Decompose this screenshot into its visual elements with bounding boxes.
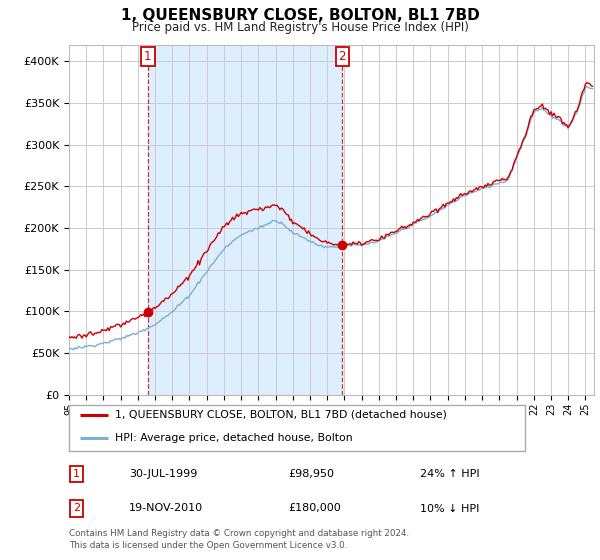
FancyBboxPatch shape [69,405,525,451]
Text: 19-NOV-2010: 19-NOV-2010 [129,503,203,514]
Bar [148,45,343,395]
Text: Contains HM Land Registry data © Crown copyright and database right 2024.
This d: Contains HM Land Registry data © Crown c… [69,529,409,550]
Text: 24% ↑ HPI: 24% ↑ HPI [420,469,479,479]
Text: 1: 1 [144,50,152,63]
Text: 1, QUEENSBURY CLOSE, BOLTON, BL1 7BD: 1, QUEENSBURY CLOSE, BOLTON, BL1 7BD [121,8,479,24]
Text: HPI: Average price, detached house, Bolton: HPI: Average price, detached house, Bolt… [115,433,352,443]
Text: 2: 2 [338,50,346,63]
Text: £98,950: £98,950 [288,469,334,479]
Text: 2: 2 [73,503,80,514]
Text: £180,000: £180,000 [288,503,341,514]
Text: 1: 1 [73,469,80,479]
Text: Price paid vs. HM Land Registry's House Price Index (HPI): Price paid vs. HM Land Registry's House … [131,21,469,34]
Text: 1, QUEENSBURY CLOSE, BOLTON, BL1 7BD (detached house): 1, QUEENSBURY CLOSE, BOLTON, BL1 7BD (de… [115,410,446,420]
Text: 30-JUL-1999: 30-JUL-1999 [129,469,197,479]
Text: 10% ↓ HPI: 10% ↓ HPI [420,503,479,514]
